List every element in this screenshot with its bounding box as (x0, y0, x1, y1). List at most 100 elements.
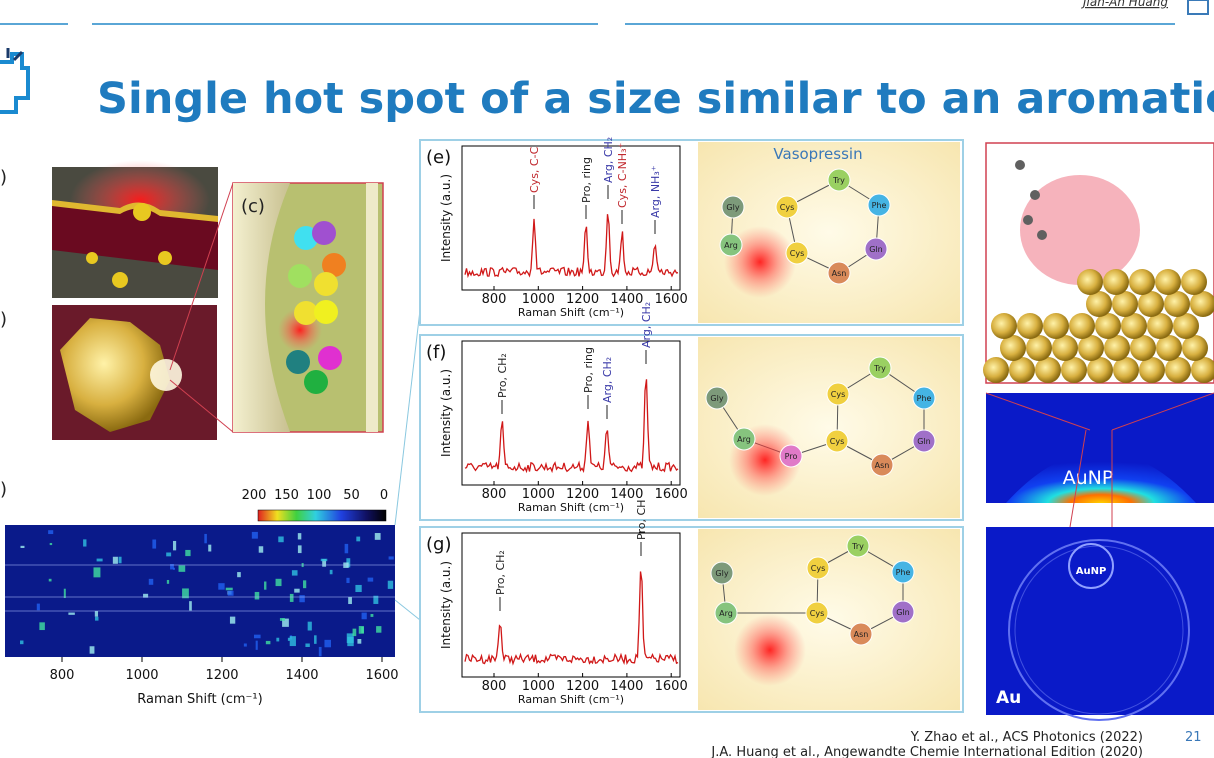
residue-bead (288, 264, 312, 288)
residue-bead (314, 300, 338, 324)
map-speck (204, 533, 207, 544)
residue-node (721, 195, 745, 219)
map-speck (172, 567, 175, 570)
residue-label: Gly (726, 203, 739, 212)
map-speck (48, 530, 54, 535)
x-tick-label: 1400 (610, 292, 643, 307)
colorbar (257, 509, 387, 522)
residue-node (846, 534, 870, 558)
reference: Y. Zhao et al., ACS Photonics (2022) (910, 730, 1143, 745)
gold-atom (1095, 313, 1121, 339)
map-speck (370, 613, 374, 617)
gold-atom (1191, 357, 1214, 383)
map-speck (49, 542, 53, 546)
map-speck (254, 591, 260, 600)
residue-bead (312, 221, 336, 245)
map-speck (305, 643, 310, 647)
y-axis-label: Intensity (a.u.) (439, 174, 453, 262)
hot-spot (734, 614, 806, 686)
atom-glow (1020, 175, 1140, 285)
gold-atom (1173, 313, 1199, 339)
map-speck (83, 539, 87, 547)
residue-node (891, 560, 915, 584)
molecule-atom (1030, 190, 1040, 200)
y-axis-label: Intensity (a.u.) (439, 369, 453, 457)
map-speck (388, 556, 394, 560)
gold-atom (1113, 357, 1139, 383)
map-speck (303, 580, 307, 589)
residue-bead (294, 301, 318, 325)
spectrum-line (464, 379, 679, 474)
map-speck (318, 646, 322, 657)
residue-label: Pro (785, 452, 798, 461)
residue-label: Try (851, 542, 864, 551)
residue-label: Cys (810, 609, 825, 618)
map-speck (276, 637, 280, 642)
gold-atom (983, 357, 1009, 383)
residue-label: Gln (896, 608, 910, 617)
panel-label: (e) (426, 147, 451, 168)
x-tick-label: 1400 (610, 679, 643, 694)
map-speck (376, 626, 382, 633)
gold-atom (1069, 313, 1095, 339)
map-speck (20, 545, 25, 548)
map-speck (208, 544, 212, 552)
page-number: 21 (1185, 730, 1202, 745)
residue-node (912, 386, 936, 410)
peak-label: Pro, ring (580, 157, 593, 203)
gold-atom (1103, 269, 1129, 295)
residue-label: Try (832, 176, 845, 185)
nanoparticle (133, 203, 151, 221)
x-tick-label: 1000 (522, 679, 555, 694)
gold-atom (1087, 357, 1113, 383)
map-speck (237, 572, 241, 578)
image-top-gold (52, 200, 218, 222)
molecule-atom (1037, 230, 1047, 240)
residue-node (779, 444, 803, 468)
map-speck (320, 558, 328, 562)
map-speck (278, 536, 284, 543)
map-speck (95, 616, 99, 621)
residue-label: Phe (917, 394, 932, 403)
gold-atom (1130, 335, 1156, 361)
map-speck (291, 570, 298, 576)
residue-label: Arg (724, 241, 738, 250)
map-speck (297, 545, 302, 554)
residue-node (705, 386, 729, 410)
map-speck (178, 565, 186, 572)
gold-atom (991, 313, 1017, 339)
residue-node (849, 622, 873, 646)
panel-c-label: (c) (241, 196, 265, 217)
gold-atom (1035, 357, 1061, 383)
map-speck (253, 634, 261, 639)
map-speck (348, 597, 352, 605)
map-speck (282, 618, 289, 627)
map-speck (264, 581, 267, 590)
residue-node (719, 233, 743, 257)
residue-label: Cys (790, 249, 805, 258)
residue-label: Asn (854, 630, 869, 639)
map-speck (172, 540, 177, 551)
map-speck (166, 579, 170, 584)
panel-c-strip (366, 183, 378, 432)
residue-label: Arg (719, 609, 733, 618)
residue-node (891, 600, 915, 624)
map-speck (355, 584, 362, 593)
map-speck (373, 595, 379, 604)
link-line (394, 599, 421, 621)
residue-bead (304, 370, 328, 394)
map-speck (148, 578, 154, 585)
gold-atom (1086, 291, 1112, 317)
logo (1187, 0, 1209, 15)
residue-node (775, 195, 799, 219)
x-tick-label: 1200 (566, 679, 599, 694)
map-speck (243, 643, 247, 647)
peak-label: Pro, CH₂ (494, 550, 507, 595)
map-x-tick-label: 1200 (205, 668, 238, 683)
x-tick-label: 1400 (610, 487, 643, 502)
gold-atom (1052, 335, 1078, 361)
gold-atom (1147, 313, 1173, 339)
map-speck (255, 640, 258, 650)
residue-node (714, 601, 738, 625)
